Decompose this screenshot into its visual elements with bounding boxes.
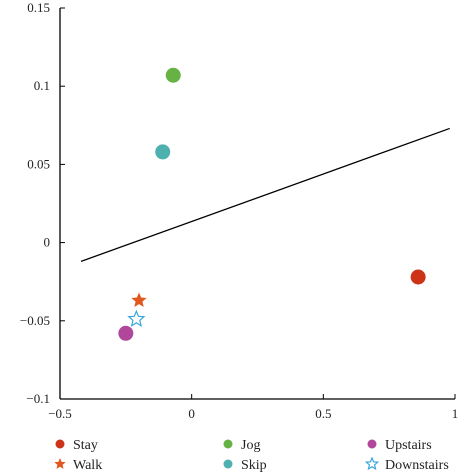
- legend-label-skip: Skip: [241, 458, 267, 473]
- data-points: [118, 67, 426, 341]
- legend-label-jog: Jog: [241, 438, 260, 453]
- x-tick-label: 1: [452, 406, 459, 421]
- separator-line: [80, 127, 450, 262]
- legend: Stay Walk Jog Skip Upstairs Downstairs: [54, 438, 449, 473]
- legend-marker-downstairs: [364, 456, 380, 471]
- legend-marker-skip: [223, 459, 233, 469]
- y-tick-label: 0.1: [34, 78, 50, 93]
- y-tick-label: −0.05: [20, 313, 50, 328]
- legend-label-stay: Stay: [73, 438, 98, 453]
- legend-marker-jog: [223, 439, 233, 449]
- data-point-upstairs: [118, 325, 134, 341]
- legend-label-downstairs: Downstairs: [385, 458, 449, 473]
- legend-marker-upstairs: [367, 439, 377, 449]
- legend-marker-stay: [55, 439, 65, 449]
- y-tick-label: 0: [44, 235, 51, 250]
- data-point-walk: [131, 292, 147, 307]
- y-tick-label: 0.15: [27, 0, 50, 15]
- legend-marker-walk: [54, 458, 66, 469]
- y-tick-label: −0.1: [26, 391, 50, 406]
- data-point-jog: [165, 67, 181, 83]
- axes: −0.1 −0.05 0 0.05 0.1 0.15 −0.5 0 0.5 1: [20, 0, 458, 421]
- data-point-downstairs: [127, 309, 146, 327]
- y-tick-label: 0.05: [27, 156, 50, 171]
- x-tick-label: 0.5: [315, 406, 331, 421]
- data-point-stay: [410, 269, 426, 285]
- x-tick-label: −0.5: [48, 406, 72, 421]
- decision-line-layer: [80, 127, 450, 262]
- x-tick-label: 0: [188, 406, 195, 421]
- legend-label-upstairs: Upstairs: [385, 438, 432, 453]
- data-point-skip: [155, 144, 171, 160]
- legend-label-walk: Walk: [73, 458, 102, 473]
